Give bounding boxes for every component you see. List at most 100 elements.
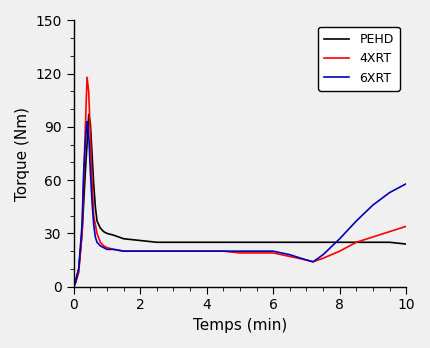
6XRT	[387, 190, 392, 195]
4XRT	[187, 249, 193, 253]
6XRT	[76, 267, 81, 271]
PEHD	[204, 240, 209, 244]
6XRT	[287, 253, 292, 257]
6XRT	[86, 125, 91, 129]
4XRT	[304, 258, 309, 262]
4XRT	[101, 244, 106, 248]
4XRT	[71, 285, 76, 289]
PEHD	[270, 240, 276, 244]
4XRT	[73, 281, 78, 285]
6XRT	[91, 222, 96, 227]
6XRT	[73, 281, 78, 285]
PEHD	[404, 242, 409, 246]
6XRT	[404, 182, 409, 186]
PEHD	[370, 240, 375, 244]
4XRT	[104, 246, 110, 250]
4XRT	[337, 249, 342, 253]
4XRT	[320, 256, 326, 260]
PEHD	[71, 285, 76, 289]
6XRT	[354, 219, 359, 223]
4XRT	[387, 230, 392, 234]
6XRT	[89, 199, 95, 204]
PEHD	[76, 267, 81, 271]
PEHD	[80, 231, 85, 236]
6XRT	[86, 139, 92, 143]
6XRT	[111, 247, 116, 252]
6XRT	[95, 240, 100, 244]
PEHD	[287, 240, 292, 244]
6XRT	[370, 203, 375, 207]
PEHD	[88, 121, 93, 126]
6XRT	[84, 120, 89, 124]
6XRT	[83, 139, 88, 143]
4XRT	[310, 260, 316, 264]
Line: PEHD: PEHD	[74, 114, 406, 287]
4XRT	[138, 249, 143, 253]
PEHD	[337, 240, 342, 244]
6XRT	[154, 249, 160, 253]
4XRT	[91, 214, 96, 218]
PEHD	[95, 219, 100, 223]
6XRT	[80, 222, 85, 227]
4XRT	[287, 254, 292, 259]
6XRT	[221, 249, 226, 253]
4XRT	[86, 89, 91, 94]
4XRT	[88, 134, 93, 138]
PEHD	[89, 151, 95, 156]
4XRT	[154, 249, 160, 253]
Line: 6XRT: 6XRT	[74, 122, 406, 287]
PEHD	[320, 240, 326, 244]
4XRT	[83, 125, 88, 129]
Legend: PEHD, 4XRT, 6XRT: PEHD, 4XRT, 6XRT	[318, 27, 400, 91]
4XRT	[84, 75, 89, 79]
PEHD	[171, 240, 176, 244]
6XRT	[310, 260, 316, 264]
PEHD	[111, 233, 116, 237]
X-axis label: Temps (min): Temps (min)	[193, 318, 287, 333]
4XRT	[80, 231, 85, 236]
4XRT	[254, 251, 259, 255]
4XRT	[81, 178, 86, 182]
4XRT	[171, 249, 176, 253]
6XRT	[337, 237, 342, 241]
PEHD	[73, 279, 78, 283]
6XRT	[187, 249, 193, 253]
6XRT	[237, 249, 243, 253]
PEHD	[101, 230, 106, 234]
6XRT	[320, 253, 326, 257]
4XRT	[404, 224, 409, 228]
PEHD	[237, 240, 243, 244]
PEHD	[104, 231, 110, 236]
PEHD	[91, 182, 96, 186]
6XRT	[121, 249, 126, 253]
PEHD	[121, 237, 126, 241]
6XRT	[98, 244, 103, 248]
PEHD	[84, 143, 89, 147]
4XRT	[354, 240, 359, 244]
6XRT	[104, 247, 110, 252]
6XRT	[204, 249, 209, 253]
PEHD	[354, 240, 359, 244]
4XRT	[76, 270, 81, 275]
PEHD	[86, 112, 91, 117]
PEHD	[254, 240, 259, 244]
PEHD	[304, 240, 309, 244]
Y-axis label: Torque (Nm): Torque (Nm)	[15, 106, 30, 200]
PEHD	[221, 240, 226, 244]
4XRT	[89, 178, 95, 182]
4XRT	[221, 249, 226, 253]
PEHD	[93, 205, 98, 209]
4XRT	[111, 247, 116, 252]
6XRT	[71, 285, 76, 289]
4XRT	[121, 249, 126, 253]
6XRT	[88, 169, 93, 173]
6XRT	[171, 249, 176, 253]
6XRT	[81, 169, 86, 173]
6XRT	[101, 246, 106, 250]
6XRT	[254, 249, 259, 253]
6XRT	[304, 258, 309, 262]
PEHD	[154, 240, 160, 244]
PEHD	[83, 169, 88, 173]
4XRT	[237, 251, 243, 255]
6XRT	[138, 249, 143, 253]
